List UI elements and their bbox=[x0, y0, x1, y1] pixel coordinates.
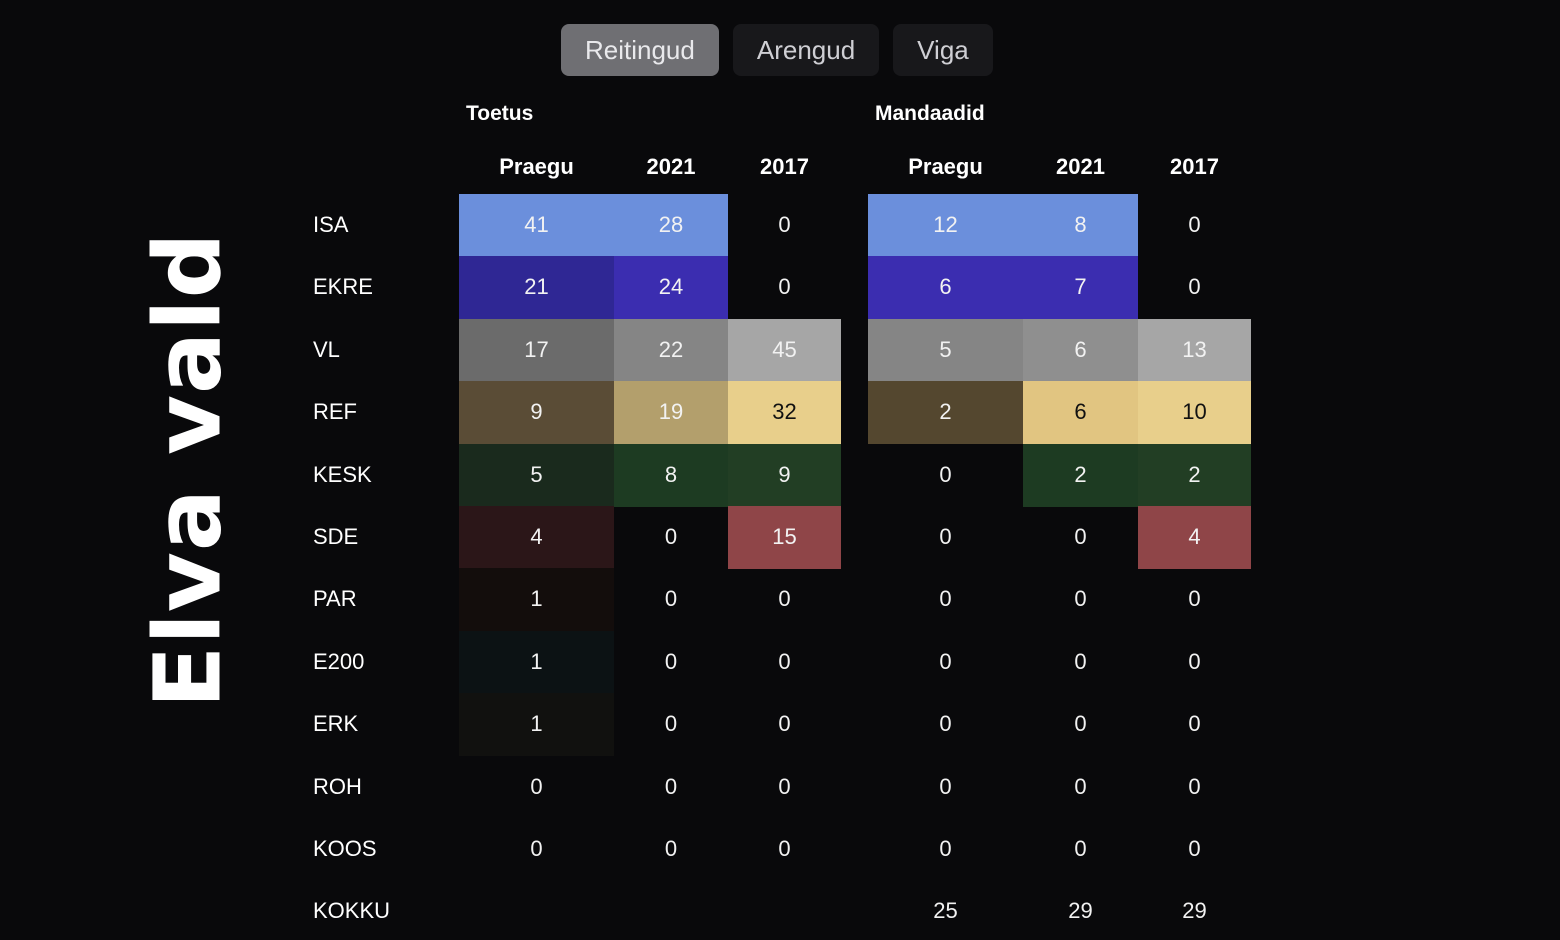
support-cell: 19 bbox=[614, 381, 728, 444]
seats-cell: 6 bbox=[868, 256, 1023, 319]
seats-cell: 0 bbox=[939, 524, 952, 549]
support-col-header: 2017 bbox=[760, 154, 809, 179]
support-cell: 5 bbox=[459, 444, 614, 507]
tab-bar: Reitingud Arengud Viga bbox=[561, 24, 993, 76]
support-cell: 0 bbox=[778, 212, 791, 237]
seats-cell: 6 bbox=[1023, 381, 1138, 444]
party-label: ROH bbox=[313, 774, 362, 799]
seats-col-header: Praegu bbox=[908, 154, 983, 179]
support-group-header: Toetus bbox=[466, 102, 534, 125]
seats-cell: 0 bbox=[1074, 524, 1087, 549]
total-seats-cell: 29 bbox=[1182, 898, 1207, 923]
support-cell: 0 bbox=[664, 836, 678, 861]
seats-cell: 2 bbox=[1138, 444, 1251, 507]
party-label: VL bbox=[313, 337, 340, 362]
seats-cell: 0 bbox=[1188, 649, 1201, 674]
support-cell: 0 bbox=[530, 836, 543, 861]
support-cell: 0 bbox=[664, 774, 678, 799]
support-col-header: 2021 bbox=[646, 154, 696, 179]
seats-cell: 10 bbox=[1138, 381, 1251, 444]
seats-cell: 0 bbox=[1188, 836, 1201, 861]
support-cell: 24 bbox=[614, 256, 728, 319]
support-cell: 0 bbox=[778, 774, 791, 799]
support-cell: 0 bbox=[664, 524, 678, 549]
support-cell: 1 bbox=[459, 693, 614, 756]
party-label: PAR bbox=[313, 586, 357, 611]
seats-col-header: 2021 bbox=[1056, 154, 1105, 179]
support-cell: 0 bbox=[664, 711, 678, 736]
support-cell: 45 bbox=[728, 319, 841, 382]
seats-cell: 13 bbox=[1138, 319, 1251, 382]
tab-reitingud[interactable]: Reitingud bbox=[561, 24, 719, 76]
party-label: E200 bbox=[313, 649, 365, 674]
seats-cell: 0 bbox=[939, 711, 952, 736]
support-cell: 0 bbox=[664, 586, 678, 611]
support-cell: 0 bbox=[664, 649, 678, 674]
party-label: KOOS bbox=[313, 836, 377, 861]
party-label: ERK bbox=[313, 711, 359, 736]
support-cell: 21 bbox=[459, 256, 614, 319]
seats-cell: 0 bbox=[1188, 212, 1201, 237]
support-cell: 17 bbox=[459, 319, 614, 382]
seats-group-header: Mandaadid bbox=[875, 102, 985, 125]
seats-cell: 0 bbox=[1074, 649, 1087, 674]
party-label: SDE bbox=[313, 524, 359, 549]
support-cell: 0 bbox=[778, 711, 791, 736]
seats-cell: 4 bbox=[1138, 506, 1251, 569]
seats-col-header: 2017 bbox=[1170, 154, 1219, 179]
seats-cell: 0 bbox=[939, 649, 952, 674]
seats-cell: 0 bbox=[1074, 711, 1087, 736]
support-cell: 8 bbox=[614, 444, 728, 507]
support-cell: 0 bbox=[778, 836, 791, 861]
seats-cell: 8 bbox=[1023, 194, 1138, 257]
support-cell: 15 bbox=[728, 506, 841, 569]
seats-cell: 6 bbox=[1023, 319, 1138, 382]
support-cell: 0 bbox=[778, 649, 791, 674]
support-cell: 0 bbox=[778, 274, 791, 299]
seats-cell: 0 bbox=[939, 836, 952, 861]
support-cell: 0 bbox=[778, 586, 791, 611]
seats-cell: 0 bbox=[939, 462, 952, 487]
tab-viga[interactable]: Viga bbox=[893, 24, 993, 76]
seats-cell: 12 bbox=[868, 194, 1023, 257]
seats-cell: 0 bbox=[1074, 774, 1087, 799]
support-cell: 4 bbox=[459, 506, 614, 569]
seats-cell: 7 bbox=[1023, 256, 1138, 319]
seats-cell: 0 bbox=[1074, 586, 1087, 611]
support-cell: 9 bbox=[459, 381, 614, 444]
party-label: EKRE bbox=[313, 274, 373, 299]
support-col-header: Praegu bbox=[499, 154, 574, 179]
support-cell: 9 bbox=[728, 444, 841, 507]
seats-cell: 0 bbox=[1188, 586, 1201, 611]
seats-cell: 0 bbox=[1074, 836, 1087, 861]
support-cell: 0 bbox=[530, 774, 543, 799]
seats-cell: 0 bbox=[939, 586, 952, 611]
seats-cell: 0 bbox=[1188, 774, 1201, 799]
seats-cell: 2 bbox=[868, 381, 1023, 444]
support-cell: 22 bbox=[614, 319, 728, 382]
party-label: ISA bbox=[313, 212, 349, 237]
seats-cell: 0 bbox=[1188, 274, 1201, 299]
seats-cell: 0 bbox=[1188, 711, 1201, 736]
tab-arengud[interactable]: Arengud bbox=[732, 24, 880, 76]
seats-cell: 5 bbox=[868, 319, 1023, 382]
support-cell: 41 bbox=[459, 194, 614, 257]
seats-cell: 2 bbox=[1023, 444, 1138, 507]
support-cell: 1 bbox=[459, 568, 614, 631]
total-seats-cell: 25 bbox=[933, 898, 958, 923]
support-cell: 32 bbox=[728, 381, 841, 444]
support-cell: 28 bbox=[614, 194, 728, 257]
party-label: REF bbox=[313, 399, 357, 424]
support-cell: 1 bbox=[459, 631, 614, 694]
seats-cell: 0 bbox=[939, 774, 952, 799]
total-seats-cell: 29 bbox=[1068, 898, 1093, 923]
region-title: Elva vald bbox=[134, 231, 242, 709]
party-label: KESK bbox=[313, 462, 372, 487]
total-label: KOKKU bbox=[313, 898, 391, 923]
